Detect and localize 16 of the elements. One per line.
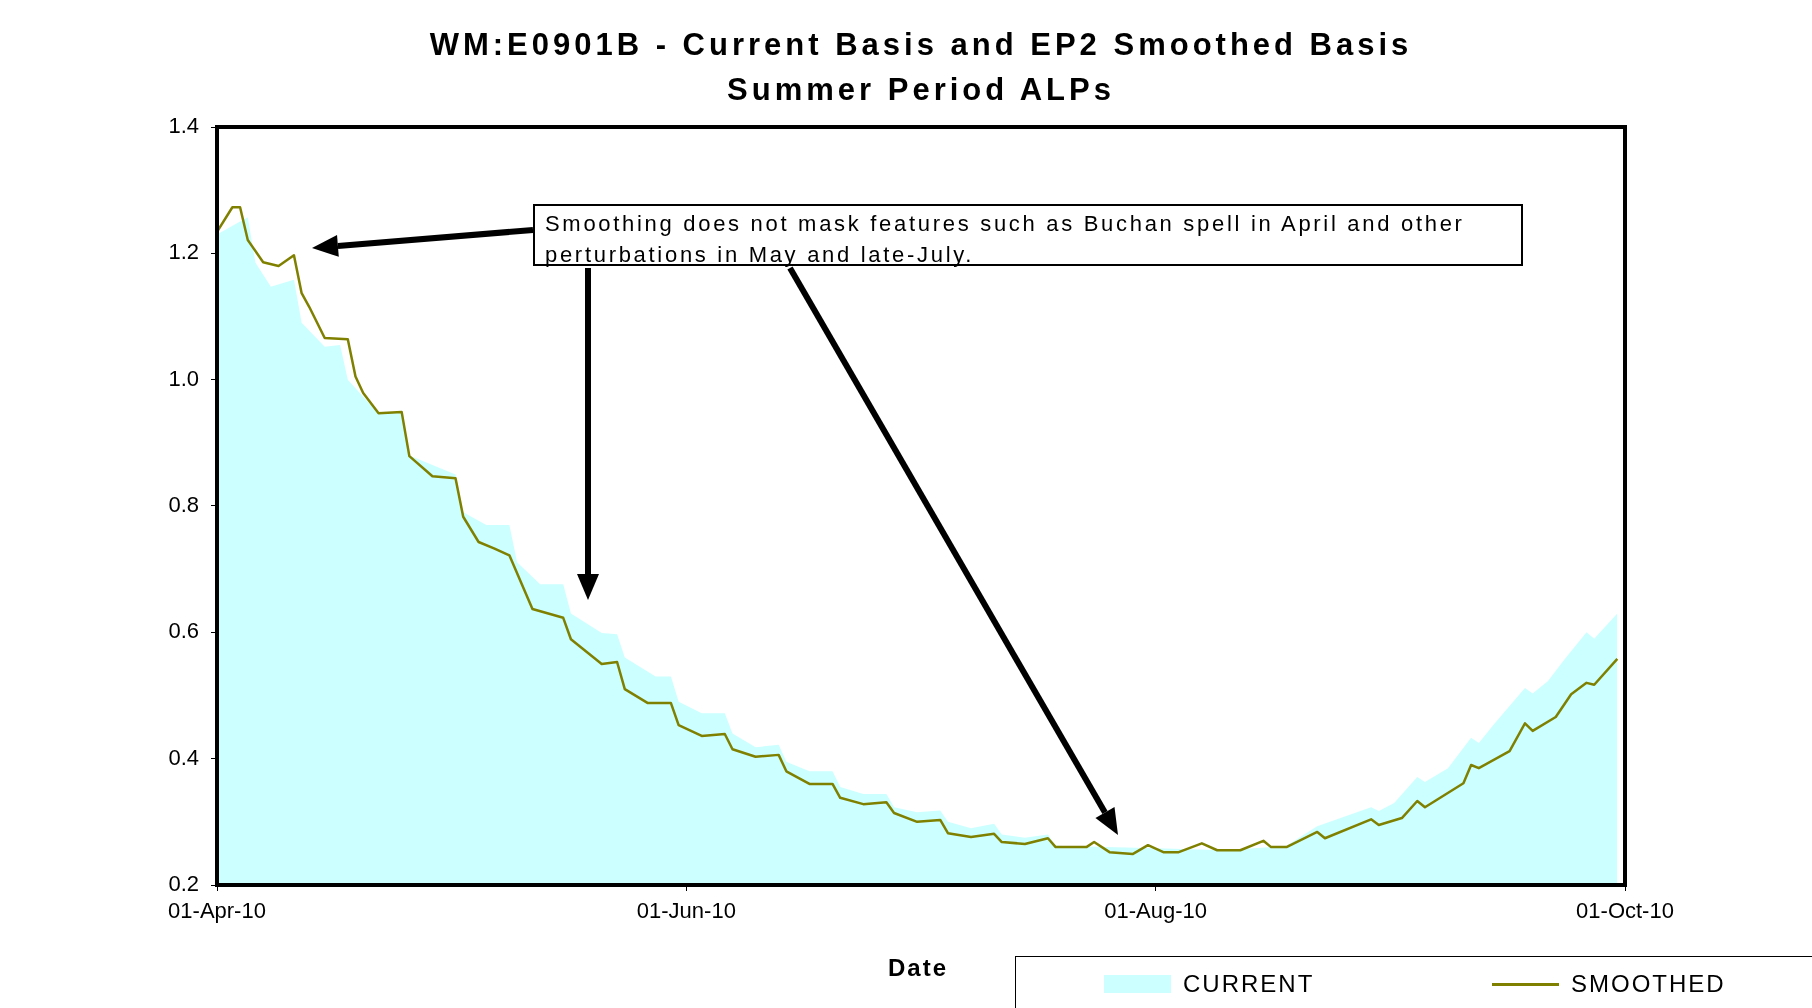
y-tick-label: 0.2 [168,871,199,897]
y-tick-label: 0.8 [168,492,199,518]
y-tick-label: 1.4 [168,113,199,139]
x-tick-label: 01-Jun-10 [636,898,736,924]
legend-label: SMOOTHED [1571,970,1726,998]
y-tick-label: 1.2 [168,239,199,265]
x-axis-title: Date [887,954,949,982]
y-tick-label: 0.6 [168,618,199,644]
x-tick-label: 01-Aug-10 [1104,898,1208,924]
callout-box: Smoothing does not mask features such as Buchan spell in April and other perturbations in May and late-July. [533,204,1523,266]
chart-title: WM:E0901B - Current Basis and EP2 Smoothed Basis Summer Period ALPs [428,26,1414,109]
x-tick-label: 01-Oct-10 [1576,898,1674,924]
y-tick-label: 0.4 [168,744,199,770]
x-tick-label: 01-Apr-10 [168,898,266,924]
y-tick-label: 1.0 [168,365,199,391]
legend-label: CURRENT [1183,970,1315,998]
